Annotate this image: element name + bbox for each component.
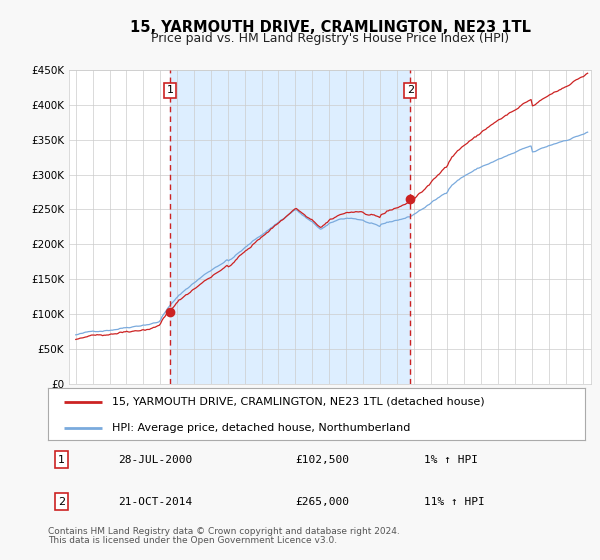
Text: £102,500: £102,500 bbox=[295, 455, 349, 465]
Bar bbox=[170, 70, 410, 384]
Text: 2: 2 bbox=[407, 85, 414, 95]
Text: Price paid vs. HM Land Registry's House Price Index (HPI): Price paid vs. HM Land Registry's House … bbox=[151, 32, 509, 45]
Text: 15, YARMOUTH DRIVE, CRAMLINGTON, NE23 1TL: 15, YARMOUTH DRIVE, CRAMLINGTON, NE23 1T… bbox=[130, 20, 530, 35]
Text: 21-OCT-2014: 21-OCT-2014 bbox=[118, 497, 192, 507]
Text: This data is licensed under the Open Government Licence v3.0.: This data is licensed under the Open Gov… bbox=[48, 536, 337, 545]
Text: 1% ↑ HPI: 1% ↑ HPI bbox=[424, 455, 478, 465]
Text: Contains HM Land Registry data © Crown copyright and database right 2024.: Contains HM Land Registry data © Crown c… bbox=[48, 528, 400, 536]
Text: £265,000: £265,000 bbox=[295, 497, 349, 507]
Text: 1: 1 bbox=[166, 85, 173, 95]
Text: 15, YARMOUTH DRIVE, CRAMLINGTON, NE23 1TL (detached house): 15, YARMOUTH DRIVE, CRAMLINGTON, NE23 1T… bbox=[112, 396, 485, 407]
Text: HPI: Average price, detached house, Northumberland: HPI: Average price, detached house, Nort… bbox=[112, 423, 411, 433]
Text: 1: 1 bbox=[58, 455, 65, 465]
Text: 11% ↑ HPI: 11% ↑ HPI bbox=[424, 497, 485, 507]
Text: 28-JUL-2000: 28-JUL-2000 bbox=[118, 455, 192, 465]
Text: 2: 2 bbox=[58, 497, 65, 507]
